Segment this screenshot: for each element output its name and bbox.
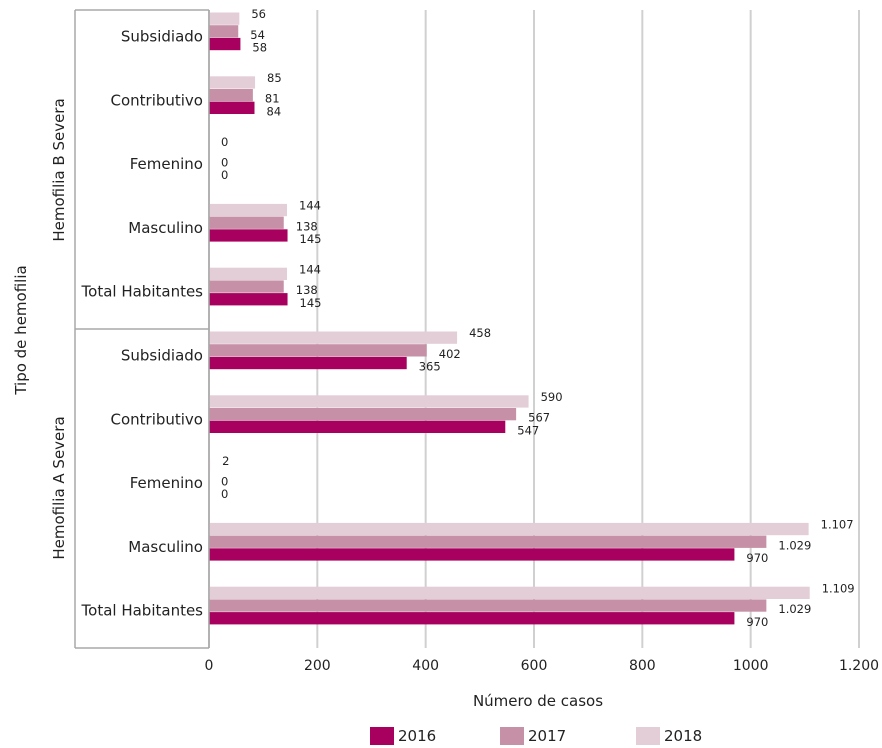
data-label-2017: 1.029 [778,538,811,552]
x-tick-label-400: 400 [412,658,439,674]
bars [209,12,810,625]
category-label: Femenino [130,155,203,173]
legend-swatch-2017 [500,727,524,745]
x-tick-label-1000: 1000 [733,658,769,674]
category-label: Contributivo [110,91,203,109]
bar-2016-total-habitantes [209,612,735,625]
bar-2017-total-habitantes [209,280,284,293]
bar-2016-masculino [209,229,288,242]
category-label: Subsidiado [121,347,203,365]
bar-2017-masculino [209,535,767,548]
bar-2016-masculino [209,548,735,561]
bar-2018-contributivo [209,395,529,408]
data-label-2018: 144 [299,262,321,276]
legend-label-2018: 2018 [664,727,703,745]
data-label-2016: 145 [300,296,322,310]
bar-2018-subsidiado [209,331,458,344]
category-label: Total Habitantes [81,602,204,620]
legend: 2016 2017 2018 [0,727,882,748]
data-label-2016: 970 [746,551,768,565]
legend-label-2017: 2017 [528,727,567,745]
axis-structure [74,9,210,649]
data-label-2018: 590 [541,390,563,404]
category-label: Subsidiado [121,28,203,46]
x-tick-label-0: 0 [205,658,214,674]
bar-2017-contributivo [209,89,253,102]
data-label-2018: 1.109 [822,581,855,595]
data-label-2018: 0 [221,135,228,149]
data-label-2016: 365 [419,360,441,374]
data-label-2018: 56 [251,7,266,21]
data-label-2016: 0 [221,487,228,501]
data-label-2018: 2 [222,454,229,468]
x-axis-title: Número de casos [473,692,603,710]
bar-2017-subsidiado [209,25,239,38]
gridlines [208,10,860,648]
x-tick-label-1.200: 1.200 [839,658,879,674]
data-label-2017: 81 [265,92,280,106]
data-label-2018: 458 [469,326,491,340]
data-label-2018: 85 [267,71,282,85]
bar-2018-total-habitantes [209,267,287,280]
legend-label-2016: 2016 [398,727,437,745]
data-label-2017: 138 [296,219,318,233]
data-label-2017: 54 [250,28,265,42]
bar-2018-subsidiado [209,12,240,25]
data-label-2017: 138 [296,283,318,297]
data-label-2016: 145 [300,232,322,246]
data-label-2017: 1.029 [778,602,811,616]
data-label-2017: 0 [221,474,228,488]
bar-2017-subsidiado [209,344,427,357]
x-tick-label-600: 600 [521,658,548,674]
category-label: Contributivo [110,410,203,428]
bar-2016-subsidiado [209,37,241,51]
data-label-2017: 402 [439,347,461,361]
bar-2017-masculino [209,216,284,229]
data-label-2017: 567 [528,411,550,425]
bar-2018-total-habitantes [209,586,810,599]
category-label: Femenino [130,474,203,492]
data-label-2016: 547 [517,423,539,437]
data-label-2017: 0 [221,155,228,169]
group-label-0: Hemofilia B Severa [50,98,68,241]
data-label-2016: 84 [267,104,282,118]
data-label-2016: 58 [252,41,267,55]
data-label-2018: 1.107 [821,518,854,532]
legend-item-2017: 2017 [500,727,566,745]
bar-2016-total-habitantes [209,293,288,306]
bar-2016-contributivo [209,101,255,114]
x-tick-label-200: 200 [304,658,331,674]
y-axis-title: Tipo de hemofilia [12,265,30,395]
bar-2018-masculino [209,203,287,217]
category-label: Total Habitantes [81,283,204,301]
bar-2018-contributivo [209,76,256,89]
bar-2018-masculino [209,522,809,536]
x-tick-label-800: 800 [629,658,656,674]
group-label-1: Hemofilia A Severa [50,416,68,559]
category-label: Masculino [128,219,203,237]
category-label: Masculino [128,538,203,556]
legend-swatch-2018 [636,727,660,745]
data-label-2016: 970 [746,615,768,629]
bar-2016-contributivo [209,420,506,433]
bar-2017-total-habitantes [209,599,767,612]
legend-swatch-2016 [370,727,394,745]
bar-2017-contributivo [209,408,517,421]
bar-2016-subsidiado [209,356,407,370]
data-label-2018: 144 [299,199,321,213]
legend-item-2016: 2016 [370,727,436,745]
legend-item-2018: 2018 [636,727,702,745]
data-label-2016: 0 [221,168,228,182]
